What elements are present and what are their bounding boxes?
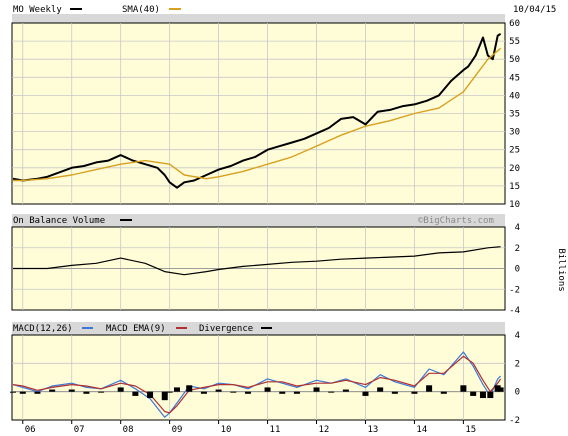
divergence-bar xyxy=(426,385,433,392)
y-tick-label: 55 xyxy=(509,37,520,47)
macd-grid xyxy=(12,335,505,420)
obv-grid xyxy=(12,227,505,310)
y-tick-label: 20 xyxy=(509,164,520,174)
series-line-mo-weekly xyxy=(12,33,502,189)
series-line-macd-ema-9- xyxy=(12,355,502,414)
divergence-bar xyxy=(264,387,271,392)
macd-legend-divergence: Divergence xyxy=(199,324,253,334)
divergence-bar xyxy=(391,391,398,394)
divergence-bar xyxy=(147,391,154,399)
divergence-bar xyxy=(460,385,467,392)
price-series xyxy=(12,33,502,189)
price-grid xyxy=(12,23,505,204)
divergence-bar xyxy=(166,391,173,393)
obv-panel: 4 2 0 -2 -4 xyxy=(11,214,520,316)
divergence-bar xyxy=(49,389,56,392)
series-line-sma-40- xyxy=(13,47,502,182)
divergence-bar xyxy=(470,391,477,396)
y-tick-label: 35 xyxy=(509,110,520,120)
x-tick-label: 14 xyxy=(416,425,427,435)
divergence-bar xyxy=(244,391,251,394)
divergence-bar xyxy=(34,391,41,394)
divergence-bar xyxy=(83,391,90,394)
y-tick-label: 0 xyxy=(515,388,520,398)
obv-ylabel: Billions xyxy=(556,248,566,291)
divergence-bar xyxy=(479,391,486,399)
x-tick-label: 15 xyxy=(465,425,476,435)
y-tick-label: 60 xyxy=(509,19,520,29)
divergence-bar xyxy=(362,391,369,396)
obv-header-band xyxy=(12,214,505,227)
y-tick-label: 50 xyxy=(509,55,520,65)
divergence-bar xyxy=(186,385,193,392)
divergence-bar xyxy=(328,391,335,393)
divergence-bar xyxy=(200,391,207,394)
y-tick-label: -2 xyxy=(509,416,520,426)
y-tick-label: 2 xyxy=(515,359,520,369)
divergence-bar xyxy=(487,391,494,399)
divergence-bar xyxy=(19,391,26,394)
macd-header-band xyxy=(12,322,505,335)
price-legend-ticker: MO Weekly xyxy=(13,5,62,15)
y-tick-label: 30 xyxy=(509,128,520,138)
price-legend-sma: SMA(40) xyxy=(122,5,160,15)
divergence-bar xyxy=(377,387,384,392)
obv-y-ticks: 4 2 0 -2 -4 xyxy=(509,223,520,316)
x-tick-label: 09 xyxy=(172,425,183,435)
divergence-bar xyxy=(230,391,237,393)
macd-legend-macd: MACD(12,26) xyxy=(13,324,73,334)
divergence-bar xyxy=(215,389,222,392)
y-tick-label: 0 xyxy=(515,265,520,275)
divergence-bar xyxy=(440,391,447,394)
divergence-bar xyxy=(9,391,16,393)
divergence-bar xyxy=(293,391,300,394)
divergence-bar xyxy=(313,387,320,392)
x-tick-label: 07 xyxy=(74,425,85,435)
y-tick-label: 10 xyxy=(509,200,520,210)
x-tick-label: 13 xyxy=(367,425,378,435)
divergence-bar xyxy=(497,387,504,392)
bigcharts-watermark: ©BigCharts.com xyxy=(418,216,494,226)
divergence-bar xyxy=(411,391,418,394)
y-tick-label: -4 xyxy=(509,306,520,316)
divergence-bar xyxy=(279,391,286,394)
price-y-ticks: 10 15 20 25 30 35 40 45 50 55 60 xyxy=(509,19,520,210)
price-date: 10/04/15 xyxy=(513,5,556,15)
y-tick-label: 2 xyxy=(515,244,520,254)
macd-panel: 4 2 0 -2 xyxy=(9,322,520,426)
x-axis-ticks: 06 07 08 09 10 11 12 13 14 15 xyxy=(22,420,476,435)
x-tick-label: 12 xyxy=(319,425,330,435)
y-tick-label: 4 xyxy=(515,223,520,233)
divergence-bar xyxy=(68,389,75,392)
divergence-bar xyxy=(161,391,168,401)
obv-legend-label: On Balance Volume xyxy=(13,216,105,226)
divergence-bar xyxy=(132,391,139,396)
y-tick-label: 25 xyxy=(509,146,520,156)
divergence-bar xyxy=(98,391,105,393)
series-line-on-balance-volume xyxy=(13,246,501,276)
x-tick-label: 06 xyxy=(25,425,36,435)
divergence-bar xyxy=(117,387,124,392)
y-tick-label: 40 xyxy=(509,91,520,101)
y-tick-label: -2 xyxy=(509,285,520,295)
y-tick-label: 45 xyxy=(509,73,520,83)
macd-legend-ema: MACD EMA(9) xyxy=(106,324,166,334)
divergence-bar xyxy=(173,387,180,392)
price-panel: 10 15 20 25 30 35 40 45 50 55 60 xyxy=(11,14,520,210)
y-tick-label: 15 xyxy=(509,182,520,192)
x-tick-label: 10 xyxy=(221,425,232,435)
macd-series xyxy=(9,351,504,418)
obv-series xyxy=(13,246,501,276)
y-tick-label: 4 xyxy=(515,331,520,341)
macd-y-ticks: 4 2 0 -2 xyxy=(509,331,520,426)
macd-plot-area xyxy=(11,334,506,421)
divergence-bar xyxy=(342,389,349,392)
x-tick-label: 11 xyxy=(270,425,281,435)
price-header-band xyxy=(12,14,505,23)
x-tick-label: 08 xyxy=(123,425,134,435)
